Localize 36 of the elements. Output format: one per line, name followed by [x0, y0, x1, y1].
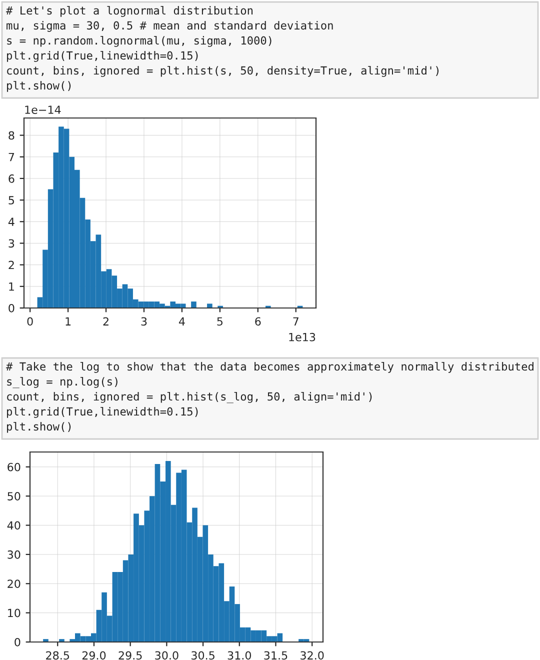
text: 1e−14	[25, 106, 61, 114]
y-tick-label: 1	[9, 282, 14, 291]
x-tick-label: 4	[178, 317, 185, 326]
y-tick-label: 60	[8, 462, 20, 472]
x-tick-label: 2	[103, 317, 108, 326]
x-tick-label: 32.0	[300, 651, 324, 660]
y-tick-label: 7	[8, 152, 14, 162]
y-tick-label: 3	[8, 239, 14, 248]
x-tick-label: 29.5	[118, 651, 142, 660]
y-tick-label: 5	[8, 196, 14, 204]
y-tick-label: 4	[8, 218, 14, 226]
y-tick-label: 0	[14, 638, 20, 646]
y-tick-label: 6	[8, 174, 14, 183]
text: 1e13	[289, 332, 316, 342]
x-tick-label: 29.0	[82, 651, 106, 660]
chart-title: # Let's plot a lognormal distribution mu, sigma = 30, 0.5 # mean and standard deviation s = np.random.lognormal(mu, sigma, 1000) plt.grid(True,linewidth=0.15) count, bins, ignored = plt.hist(s, 50, density=True, align='mid') plt.show()	[6, 6, 439, 92]
x-tick-label: 30.5	[192, 651, 214, 660]
x-tick-label: 7	[293, 317, 298, 326]
y-tick-label: 50	[8, 492, 20, 500]
x-tick-label: 5	[217, 317, 222, 326]
x-tick-label: 31.0	[228, 651, 252, 660]
chart-title: # Take the log to show that the data becomes approximately normally distributed s_log = np.log(s) count, bins, ignored = plt.hist(s_log, 50, align='mid') plt.grid(True,linewidth=0.15) plt.show()	[6, 362, 534, 433]
x-tick-label: 3	[141, 317, 147, 326]
y-tick-label: 20	[8, 580, 20, 588]
x-tick-label: 31.5	[264, 651, 288, 660]
y-tick-label: 10	[8, 608, 20, 618]
x-tick-label: 1	[66, 317, 71, 326]
x-tick-label: 0	[27, 317, 33, 326]
y-tick-label: 2	[8, 260, 14, 270]
x-tick-label: 6	[255, 317, 261, 326]
x-tick-label: 30.0	[155, 651, 178, 660]
x-tick-label: 28.5	[46, 651, 70, 660]
y-tick-label: 30	[8, 550, 20, 559]
y-tick-label: 8	[8, 131, 14, 140]
y-tick-label: 0	[8, 304, 14, 312]
y-tick-label: 40	[7, 521, 20, 530]
